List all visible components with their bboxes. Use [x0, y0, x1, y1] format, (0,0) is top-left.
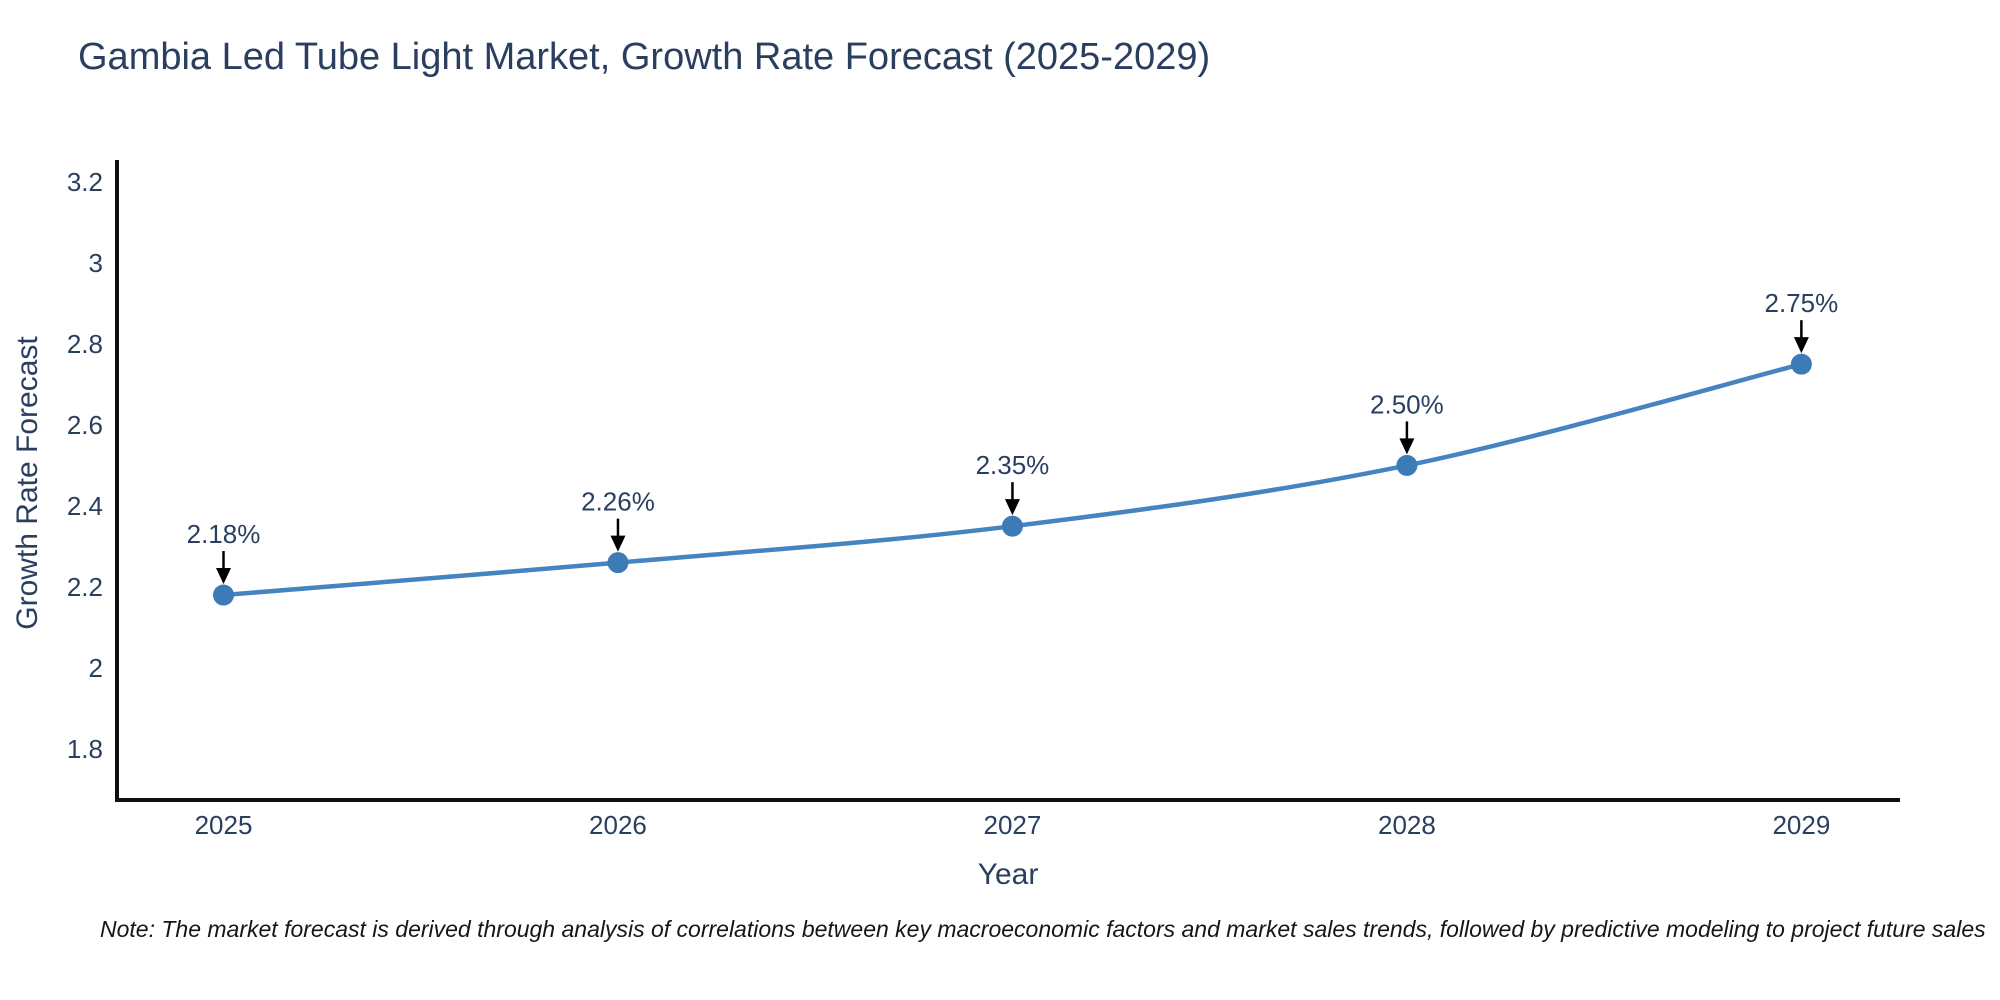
- annotation-label: 2.75%: [1765, 288, 1839, 318]
- y-tick-label: 2.6: [67, 410, 103, 440]
- y-tick-label: 3.2: [67, 167, 103, 197]
- y-axis-title: Growth Rate Forecast: [11, 336, 44, 630]
- annotation-arrowhead-icon: [1399, 438, 1415, 455]
- x-axis-title: Year: [977, 858, 1039, 891]
- x-tick-label: 2028: [1378, 810, 1436, 840]
- y-tick-label: 2.4: [67, 491, 103, 521]
- x-tick-label: 2027: [984, 810, 1042, 840]
- y-tick-label: 3: [89, 248, 103, 278]
- annotation-label: 2.18%: [187, 519, 261, 549]
- annotation-arrowhead-icon: [216, 568, 232, 585]
- data-point-marker[interactable]: [1001, 515, 1023, 537]
- annotation-arrowhead-icon: [610, 535, 626, 552]
- y-tick-label: 2.2: [67, 572, 103, 602]
- y-tick-label: 2.8: [67, 329, 103, 359]
- annotation-label: 2.50%: [1370, 389, 1444, 419]
- chart-title: Gambia Led Tube Light Market, Growth Rat…: [78, 36, 1211, 78]
- data-point-marker[interactable]: [607, 552, 629, 574]
- data-point-marker[interactable]: [1790, 353, 1812, 375]
- data-point-marker[interactable]: [213, 584, 235, 606]
- annotation-label: 2.26%: [581, 487, 655, 517]
- x-tick-label: 2026: [589, 810, 647, 840]
- data-point-marker[interactable]: [1396, 454, 1418, 476]
- y-tick-label: 2: [89, 653, 103, 683]
- annotation-arrowhead-icon: [1793, 337, 1809, 354]
- y-tick-label: 1.8: [67, 734, 103, 764]
- x-tick-label: 2029: [1772, 810, 1830, 840]
- annotation-arrowhead-icon: [1004, 499, 1020, 516]
- x-tick-label: 2025: [195, 810, 253, 840]
- footnote: Note: The market forecast is derived thr…: [100, 916, 1986, 942]
- annotation-label: 2.35%: [976, 450, 1050, 480]
